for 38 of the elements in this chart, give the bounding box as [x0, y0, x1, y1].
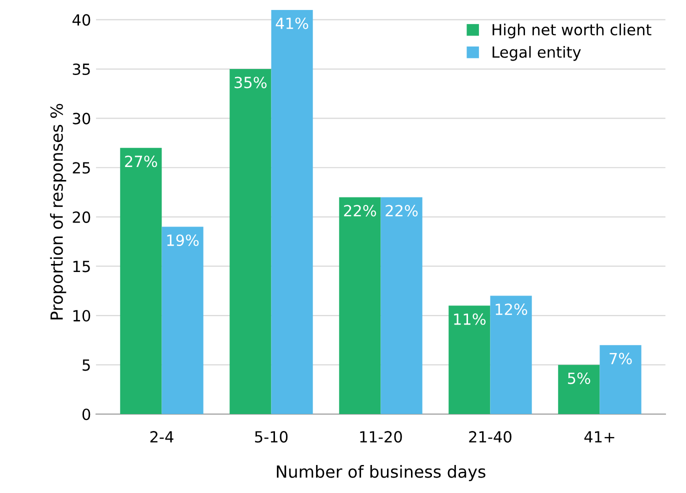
legend-label: High net worth client: [492, 24, 652, 38]
data-label: 5%: [568, 372, 590, 384]
bar: [120, 148, 162, 414]
data-label: 12%: [496, 304, 528, 316]
data-label: 11%: [454, 313, 486, 325]
data-label: 27%: [125, 156, 158, 168]
bar: [600, 345, 642, 414]
x-tick-label: 11-20: [360, 431, 402, 443]
x-tick-label: 41+: [584, 431, 614, 442]
y-tick-label: 15: [73, 260, 90, 272]
bar: [230, 69, 272, 414]
bar: [558, 364, 600, 414]
x-tick-label: 21-40: [469, 431, 512, 443]
data-label: 19%: [167, 234, 199, 246]
bar: [490, 296, 532, 414]
data-label: 22%: [344, 204, 376, 216]
y-tick-label: 20: [72, 211, 90, 223]
y-axis-title: Proportion of responses %: [50, 104, 66, 320]
x-tick-label: 5-10: [255, 431, 288, 443]
x-tick-label: 2-4: [150, 431, 174, 442]
data-label: 22%: [386, 204, 418, 216]
bar: [448, 306, 490, 414]
y-tick-label: 0: [82, 408, 90, 420]
bar: [380, 197, 422, 414]
y-tick-label: 30: [72, 112, 90, 124]
data-label: 35%: [234, 76, 267, 88]
y-tick-label: 10: [73, 310, 90, 322]
y-tick-label: 35: [72, 63, 90, 76]
y-tick-label: 40: [72, 14, 90, 26]
data-label: 7%: [610, 352, 632, 364]
x-axis-title: Number of business days: [276, 465, 486, 482]
data-label: 41%: [276, 18, 308, 30]
bar: [162, 226, 204, 414]
legend-label: Legal entity: [492, 46, 581, 61]
y-tick-label: 25: [72, 162, 90, 174]
y-tick-label: 5: [82, 359, 90, 371]
bar: [339, 197, 381, 414]
bar: [271, 10, 313, 414]
